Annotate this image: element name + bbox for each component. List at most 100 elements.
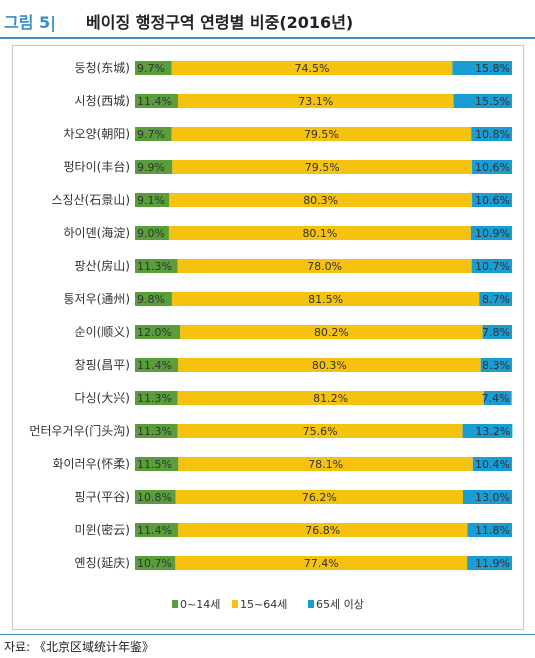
data-label: 80.2% [314, 326, 349, 339]
bar-segment [135, 259, 178, 273]
bar-segment [135, 127, 172, 141]
data-label: 78.0% [307, 260, 342, 273]
data-label: 9.7% [137, 128, 165, 141]
data-label: 9.1% [137, 194, 165, 207]
category-label: 시청(西城) [75, 94, 130, 108]
bar-segment [135, 226, 169, 240]
bar-segment [470, 226, 512, 240]
data-label: 10.7% [137, 557, 172, 570]
category-label: 먼터우거우(门头沟) [29, 423, 130, 438]
legend-label: 15~64세 [240, 598, 287, 611]
category-label: 차오양(朝阳) [64, 127, 130, 141]
category-label: 다싱(大兴) [75, 391, 130, 405]
bar-segment [135, 457, 179, 471]
bar-segment [135, 61, 172, 75]
bar-segment [171, 61, 453, 75]
data-label: 11.8% [475, 524, 510, 537]
bar-segment [135, 292, 172, 306]
data-label: 9.0% [137, 227, 165, 240]
figure-title: 베이징 행정구역 연령별 비중(2016년) [86, 13, 354, 32]
legend-swatch [232, 600, 238, 608]
bar-segment [177, 391, 484, 405]
category-label: 순이(顺义) [75, 325, 130, 339]
chart-frame [12, 45, 524, 630]
bar-segment [135, 160, 173, 174]
legend-label: 0~14세 [180, 598, 220, 611]
data-label: 11.3% [137, 392, 172, 405]
bar-segment [472, 160, 512, 174]
bar-segment [135, 193, 170, 207]
data-label: 78.1% [308, 458, 343, 471]
data-label: 11.3% [137, 425, 172, 438]
figure-header: 그림 5| 베이징 행정구역 연령별 비중(2016년) [0, 0, 535, 40]
bar-segment [135, 325, 181, 339]
data-label: 75.6% [303, 425, 338, 438]
bar-segment [135, 523, 178, 537]
bar-segment [178, 457, 473, 471]
category-label: 창핑(昌平) [75, 358, 130, 372]
bar-segment [177, 523, 468, 537]
bar-segment [177, 358, 481, 372]
data-label: 81.5% [308, 293, 343, 306]
data-label: 76.8% [305, 524, 340, 537]
header-rule [0, 37, 535, 39]
category-label: 퉁저우(通州) [64, 292, 130, 306]
bar-segment [479, 292, 512, 306]
data-label: 10.9% [475, 227, 510, 240]
data-label: 10.6% [475, 161, 510, 174]
bar-segment [471, 259, 512, 273]
data-label: 7.8% [482, 326, 510, 339]
bar-segment [467, 523, 512, 537]
bar-segment [169, 193, 473, 207]
footer-rule [0, 634, 535, 635]
bar-segment [171, 127, 472, 141]
data-label: 81.2% [313, 392, 348, 405]
bar-segment [480, 358, 512, 372]
bar-segment [135, 94, 178, 108]
bar-segment [472, 457, 512, 471]
bar-segment [177, 424, 463, 438]
category-label: 하이뎬(海淀) [64, 225, 130, 240]
bar-segment [482, 325, 512, 339]
data-label: 9.9% [137, 161, 165, 174]
data-label: 9.7% [137, 62, 165, 75]
category-label: 팡산(房山) [75, 258, 130, 273]
category-label: 옌칭(延庆) [75, 556, 130, 570]
bar-segment [135, 358, 178, 372]
category-label: 펑타이(丰台) [64, 159, 130, 174]
data-label: 80.3% [303, 194, 338, 207]
bar-segment [135, 556, 176, 570]
data-label: 73.1% [298, 95, 333, 108]
data-label: 10.8% [475, 128, 510, 141]
figure-label: 그림 5| [4, 13, 56, 32]
bar-segment [171, 292, 480, 306]
data-label: 7.4% [482, 392, 510, 405]
category-label: 스징산(石景山) [52, 193, 130, 207]
bar-segment [180, 325, 483, 339]
bar-segment [175, 556, 468, 570]
data-label: 10.7% [475, 260, 510, 273]
data-label: 11.3% [137, 260, 172, 273]
category-label: 핑구(平谷) [75, 490, 130, 504]
data-label: 79.5% [304, 128, 339, 141]
bar-segment [135, 490, 176, 504]
data-label: 11.4% [137, 95, 172, 108]
data-label: 74.5% [295, 62, 330, 75]
bar-segment [467, 556, 512, 570]
bar-segment [135, 391, 178, 405]
data-label: 8.7% [482, 293, 510, 306]
bar-segment [168, 226, 471, 240]
data-label: 11.5% [137, 458, 172, 471]
legend-label: 65세 이상 [316, 598, 364, 611]
data-label: 13.2% [475, 425, 510, 438]
data-label: 80.3% [312, 359, 347, 372]
data-label: 12.0% [137, 326, 172, 339]
data-label: 15.8% [475, 62, 510, 75]
data-label: 10.8% [137, 491, 172, 504]
bar-segment [175, 490, 463, 504]
data-label: 77.4% [304, 557, 339, 570]
legend-swatch [308, 600, 314, 608]
bar-segment [472, 193, 512, 207]
bar-segment [462, 490, 512, 504]
